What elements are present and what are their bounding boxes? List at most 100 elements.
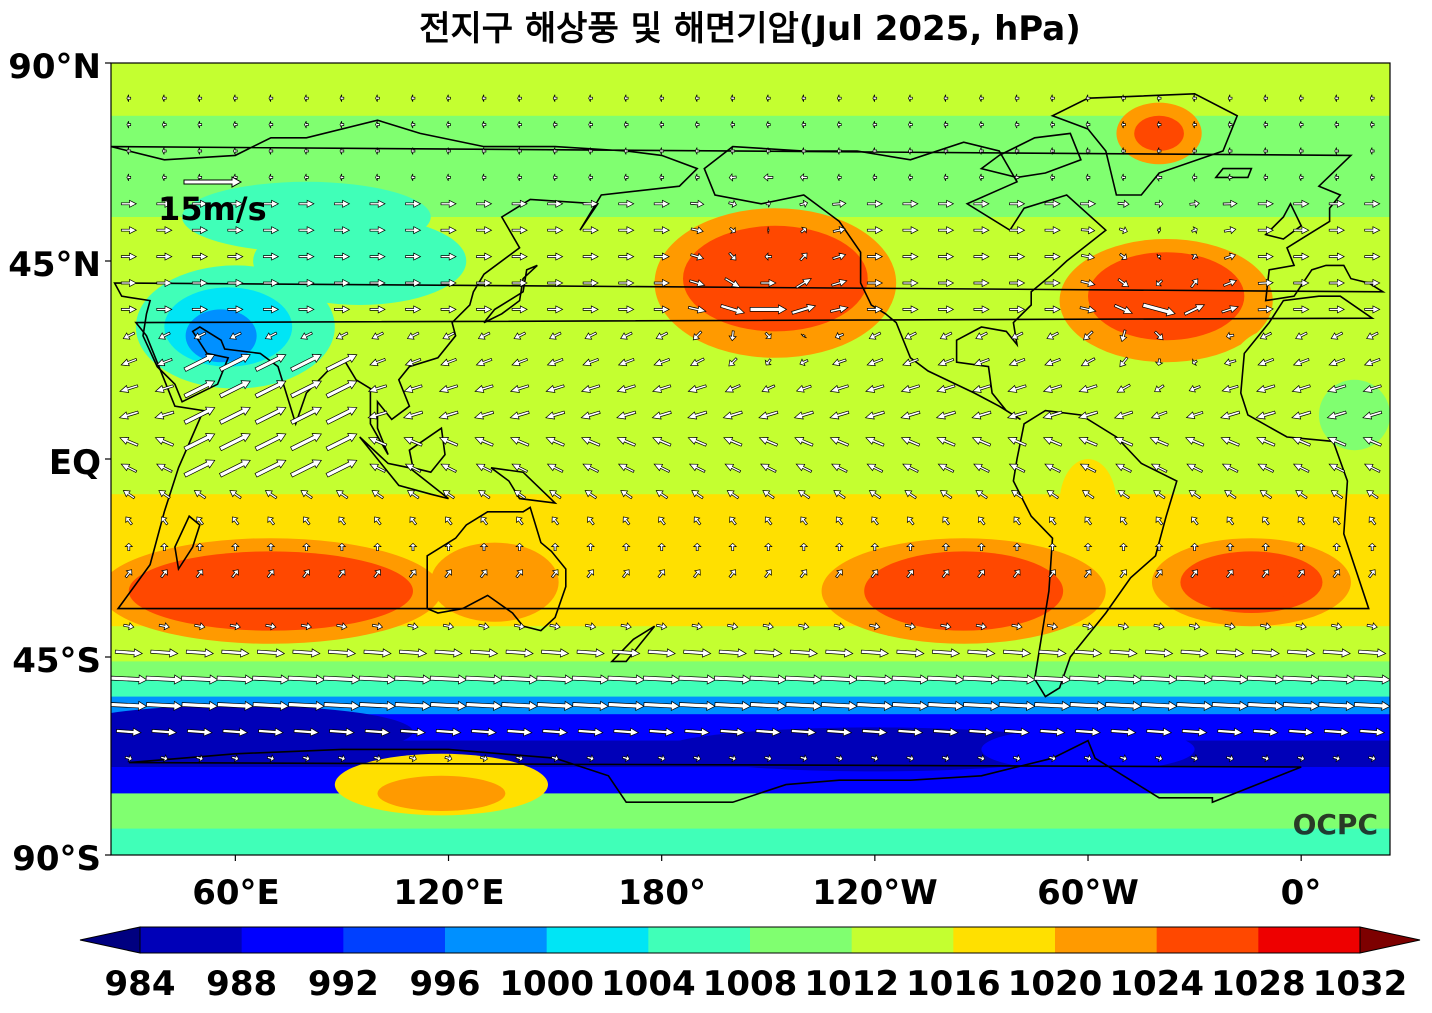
wind-arrow-shape	[515, 542, 524, 552]
wind-arrow-shape	[800, 226, 807, 234]
wind-arrow	[162, 120, 167, 129]
wind-arrow	[1156, 253, 1162, 260]
wind-arrow	[183, 380, 216, 399]
wind-arrow	[1292, 463, 1310, 473]
wind-arrow	[864, 410, 885, 420]
wind-arrow	[290, 433, 322, 452]
wind-arrow	[607, 674, 646, 685]
wind-arrow-shape	[1117, 278, 1130, 288]
wind-arrow-shape	[290, 459, 322, 478]
wind-arrow-shape	[156, 226, 173, 235]
wind-arrow-shape	[1188, 622, 1201, 631]
colorbar-label: 1012	[804, 964, 899, 1004]
wind-arrow-shape	[749, 674, 788, 685]
wind-arrow	[124, 569, 133, 579]
wind-arrow-shape	[1256, 384, 1276, 393]
wind-arrow	[1044, 305, 1061, 314]
wind-arrow-shape	[726, 490, 740, 500]
wind-arrow-shape	[1330, 331, 1344, 340]
wind-arrow-shape	[336, 622, 348, 631]
lat-label: 45°S	[12, 641, 101, 681]
wind-arrow-shape	[394, 700, 432, 711]
wind-arrow	[1105, 700, 1142, 711]
wind-arrow-shape	[406, 331, 420, 340]
wind-arrow	[837, 147, 842, 155]
wind-arrow-shape	[302, 542, 311, 552]
wind-arrow-shape	[442, 490, 456, 500]
wind-arrow	[513, 490, 527, 500]
wind-arrow-shape	[584, 331, 598, 340]
wind-arrow-shape	[835, 569, 843, 579]
wind-arrow-shape	[973, 252, 990, 261]
wind-arrow	[191, 278, 209, 288]
wind-arrow-shape	[1257, 358, 1275, 367]
wind-arrow	[866, 463, 884, 473]
wind-arrow-shape	[304, 120, 309, 129]
wind-arrow-shape	[150, 648, 179, 658]
wind-arrow	[470, 648, 499, 658]
wind-arrow	[766, 147, 771, 155]
wind-arrow-shape	[1328, 463, 1346, 473]
wind-arrow	[728, 173, 737, 182]
wind-arrow-shape	[652, 384, 672, 393]
wind-arrow-shape	[1142, 302, 1176, 317]
wind-arrow-shape	[1014, 94, 1020, 102]
wind-arrow	[1191, 172, 1198, 183]
wind-arrow-shape	[1364, 305, 1381, 314]
wind-arrow	[941, 753, 950, 763]
wind-arrow	[1153, 490, 1166, 500]
lat-label: EQ	[49, 443, 101, 483]
wind-arrow	[1078, 384, 1098, 393]
wind-arrow	[477, 331, 491, 340]
wind-arrow	[119, 436, 139, 447]
wind-arrow-shape	[1288, 727, 1315, 737]
wind-arrow-shape	[791, 727, 817, 737]
wind-arrow	[1282, 700, 1320, 711]
wind-arrow	[766, 94, 771, 102]
wind-arrow-shape	[621, 542, 631, 552]
wind-arrow-shape	[1155, 516, 1164, 526]
wind-arrow	[444, 542, 453, 552]
wind-arrow	[1157, 226, 1161, 234]
wind-arrow	[799, 569, 808, 579]
wind-arrow-shape	[837, 94, 842, 102]
wind-arrow	[446, 120, 451, 129]
wind-arrow	[406, 331, 420, 340]
wind-arrow-shape	[1191, 516, 1199, 526]
wind-arrow-shape	[577, 727, 604, 737]
wind-arrow	[943, 173, 949, 182]
wind-arrow	[151, 727, 178, 737]
wind-arrow-shape	[375, 94, 380, 102]
wind-arrow	[374, 516, 382, 526]
wind-arrow	[197, 173, 203, 182]
colorbar-segment	[343, 927, 446, 953]
wind-arrow-shape	[693, 753, 702, 763]
wind-arrow	[618, 278, 635, 288]
wind-arrow	[799, 753, 808, 763]
wind-arrow	[1109, 648, 1138, 658]
wind-arrow	[266, 569, 275, 579]
wind-arrow	[334, 252, 351, 261]
wind-arrow	[1010, 331, 1024, 340]
wind-arrow-shape	[1192, 358, 1198, 367]
wind-arrow	[440, 463, 457, 473]
wind-arrow-shape	[440, 278, 457, 288]
wind-arrow	[1084, 516, 1093, 526]
wind-arrow	[940, 622, 952, 631]
wind-arrow-shape	[546, 358, 564, 367]
wind-arrow-shape	[643, 700, 681, 711]
wind-arrow	[547, 252, 564, 261]
wind-arrow-shape	[1154, 358, 1164, 366]
wind-arrow-shape	[1079, 305, 1097, 314]
wind-arrow-shape	[551, 516, 560, 526]
wind-arrow-shape	[373, 542, 382, 552]
wind-arrow-shape	[652, 436, 672, 447]
wind-arrow	[501, 700, 539, 711]
wind-arrow	[943, 147, 949, 155]
pressure-cell	[768, 410, 1053, 464]
wind-arrow	[1042, 384, 1063, 393]
wind-arrow-shape	[938, 199, 955, 208]
wind-arrow	[653, 463, 671, 473]
wind-arrow-shape	[126, 120, 132, 129]
wind-arrow	[1042, 410, 1063, 420]
